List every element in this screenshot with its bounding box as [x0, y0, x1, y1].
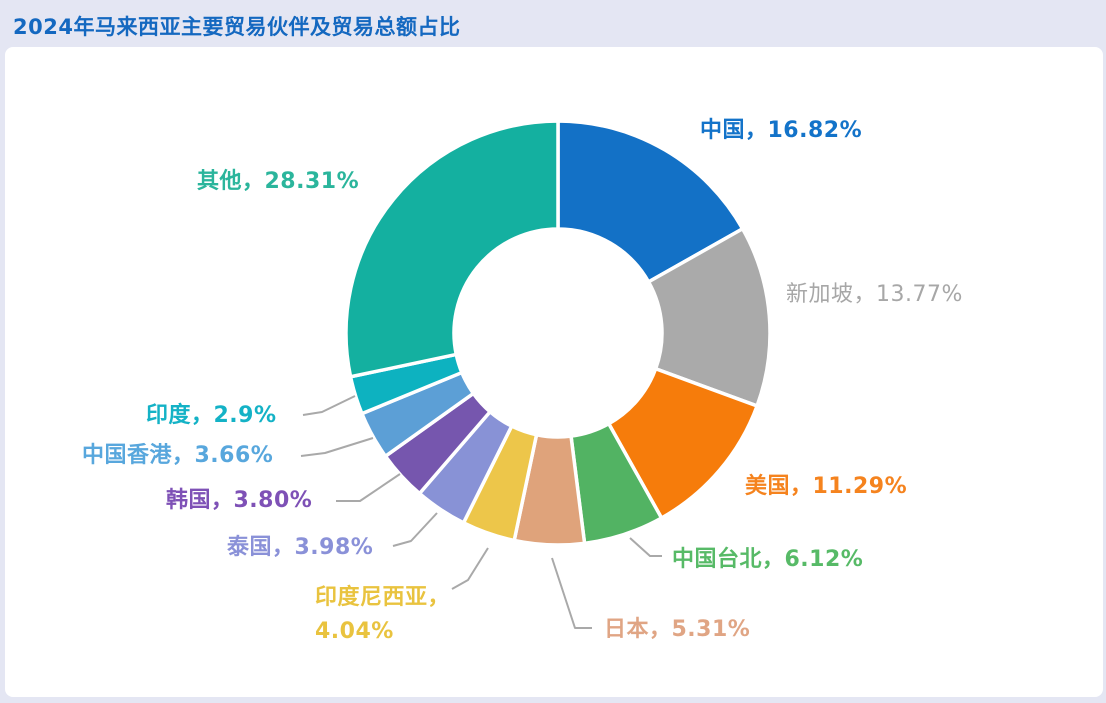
pie-slice-中国 [556, 119, 745, 284]
slice-label-韩国: 韩国，3.80% [166, 488, 313, 513]
leader-line-中国台北 [629, 537, 662, 557]
donut-slices [344, 119, 772, 547]
page-title: 2024年马来西亚主要贸易伙伴及贸易总额占比 [13, 15, 461, 39]
slice-label-中国台北: 中国台北，6.12% [672, 547, 864, 572]
slice-label-印度: 印度，2.9% [146, 403, 277, 428]
leader-line-泰国 [392, 512, 438, 547]
slice-label-中国香港: 中国香港，3.66% [82, 443, 274, 468]
leader-line-中国香港 [300, 437, 374, 457]
slice-label-中国: 中国，16.82% [700, 118, 863, 143]
leader-line-韩国 [336, 473, 401, 502]
slice-label-美国: 美国，11.29% [745, 474, 908, 499]
slice-label-日本: 日本，5.31% [604, 617, 751, 642]
leader-line-日本 [551, 557, 592, 629]
leader-line-印度尼西亚 [451, 547, 489, 590]
slice-label-泰国: 泰国，3.98% [227, 535, 374, 560]
slice-label-其他: 其他，28.31% [197, 169, 360, 194]
label-leader-lines [300, 395, 662, 629]
pie-slice-新加坡 [646, 227, 772, 408]
slice-label-新加坡: 新加坡，13.77% [786, 282, 963, 307]
leader-line-印度 [302, 395, 356, 416]
slice-label-印度尼西亚: 印度尼西亚， 4.04% [315, 585, 451, 644]
pie-slice-其他 [344, 119, 560, 379]
